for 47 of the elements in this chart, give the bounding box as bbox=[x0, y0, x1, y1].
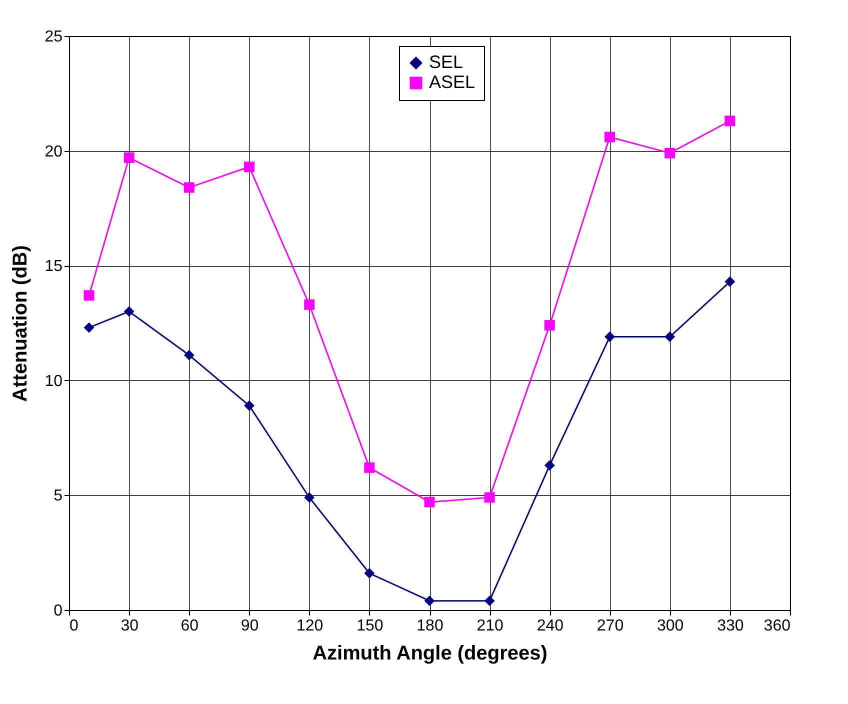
point bbox=[424, 596, 435, 606]
x-tick-label: 270 bbox=[596, 618, 624, 634]
point bbox=[604, 132, 615, 142]
x-tick-label: 60 bbox=[180, 618, 199, 634]
point bbox=[184, 350, 194, 360]
x-tick-label: 120 bbox=[296, 618, 324, 634]
point bbox=[664, 332, 676, 342]
y-tick-label: 5 bbox=[54, 488, 63, 505]
point bbox=[84, 322, 94, 333]
point bbox=[364, 462, 375, 473]
x-tick-label: 180 bbox=[416, 618, 444, 634]
point bbox=[184, 182, 194, 193]
point bbox=[244, 400, 254, 411]
point bbox=[664, 148, 676, 158]
x-tick-label: 330 bbox=[717, 618, 744, 634]
point bbox=[124, 152, 134, 163]
point bbox=[544, 320, 555, 331]
x-tick-label: 30 bbox=[120, 618, 139, 634]
point bbox=[484, 596, 495, 606]
point bbox=[124, 306, 134, 317]
x-tick-label: 90 bbox=[240, 618, 259, 634]
legend-label: ASEL bbox=[429, 72, 476, 92]
x-tick-label: 360 bbox=[764, 618, 791, 634]
legend-label: SEL bbox=[429, 52, 464, 72]
point bbox=[84, 290, 94, 301]
point bbox=[724, 116, 736, 126]
point bbox=[244, 162, 254, 172]
point bbox=[424, 496, 435, 508]
point bbox=[304, 299, 315, 310]
y-tick-label: 20 bbox=[44, 143, 63, 160]
point bbox=[604, 332, 615, 342]
x-tick-label: 300 bbox=[656, 618, 684, 634]
y-tick-label: 10 bbox=[44, 372, 63, 390]
y-tick-label: 15 bbox=[44, 258, 63, 276]
point bbox=[304, 492, 315, 503]
point bbox=[484, 492, 495, 503]
y-tick-label: 0 bbox=[54, 602, 63, 620]
x-tick-label: 240 bbox=[536, 618, 564, 634]
point bbox=[364, 568, 375, 579]
x-tick-label: 150 bbox=[356, 618, 384, 634]
x-tick-label: 0 bbox=[70, 618, 78, 634]
y-tick-label: 25 bbox=[44, 28, 63, 46]
x-tick-label: 210 bbox=[476, 618, 504, 634]
y-axis-title: Attenuation (dB) bbox=[10, 245, 32, 402]
x-axis-title: Azimuth Angle (degrees) bbox=[312, 642, 548, 664]
point bbox=[544, 460, 555, 471]
point bbox=[724, 276, 736, 287]
